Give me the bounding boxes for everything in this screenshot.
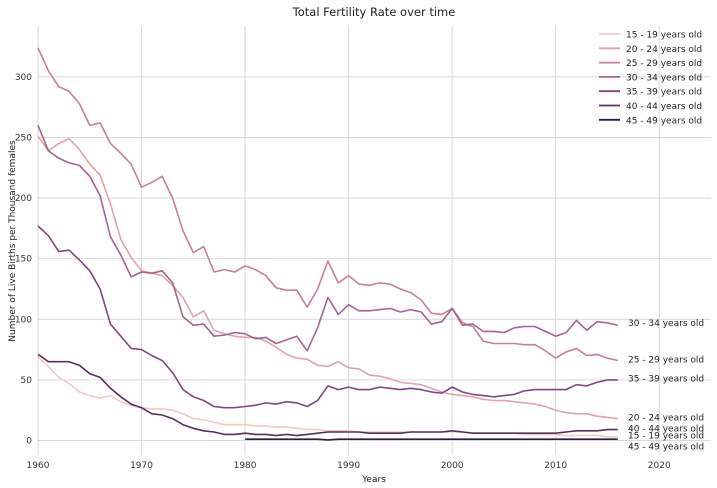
end-label: 25 - 29 years old [628, 355, 704, 365]
legend-label: 30 - 34 years old [626, 73, 702, 83]
end-label: 15 - 19 years old [628, 432, 704, 442]
series-line-40-44 [37, 353, 618, 437]
plot-area [38, 26, 711, 455]
legend: 15 - 19 years old 20 - 24 years old 25 - 2… [599, 31, 702, 126]
end-label: 45 - 49 years old [628, 443, 704, 453]
legend-label: 20 - 24 years old [626, 45, 702, 55]
y-tick-label: 150 [15, 255, 32, 265]
y-tick-label: 50 [21, 376, 33, 386]
x-tick-label: 2000 [441, 461, 464, 471]
series-line-20-24 [37, 135, 618, 420]
legend-label: 40 - 44 years old [626, 102, 702, 112]
x-tick-label: 1990 [337, 461, 360, 471]
end-label: 35 - 39 years old [628, 375, 704, 385]
end-label: 40 - 44 years old [628, 424, 704, 434]
x-tick-label: 2010 [544, 461, 567, 471]
legend-label: 45 - 49 years old [626, 116, 702, 126]
x-tick-label: 1970 [130, 461, 153, 471]
series-line-25-29 [37, 47, 618, 362]
y-tick-label: 0 [26, 436, 32, 446]
x-tick-label: 2020 [648, 461, 671, 471]
x-tick-label: 1980 [234, 461, 257, 471]
series-line-45-49 [245, 438, 618, 441]
legend-label: 15 - 19 years old [626, 31, 702, 41]
x-tick-label: 1960 [27, 461, 50, 471]
end-label: 20 - 24 years old [628, 413, 704, 423]
y-tick-label: 250 [15, 133, 32, 143]
y-tick-label: 300 [15, 73, 32, 83]
series-line-30-34 [37, 125, 618, 352]
axes: 1960 1970 1980 1990 2000 2010 2020 0 50 100 150 200… [15, 73, 671, 471]
chart-title: Total Fertility Rate over time [292, 5, 456, 19]
series-lines [37, 47, 618, 441]
y-tick-label: 200 [15, 194, 32, 204]
end-label: 30 - 34 years old [628, 319, 704, 329]
x-axis-label: Years [361, 475, 386, 485]
y-tick-label: 100 [15, 315, 32, 325]
legend-label: 25 - 29 years old [626, 59, 702, 69]
series-line-35-39 [37, 225, 618, 409]
y-axis-label: Number of Live Births per Thousand femal… [8, 140, 18, 342]
grid-lines [37, 26, 711, 455]
legend-label: 35 - 39 years old [626, 88, 702, 98]
end-labels: 30 - 34 years old 25 - 29 years old 35 - 3… [628, 319, 704, 453]
